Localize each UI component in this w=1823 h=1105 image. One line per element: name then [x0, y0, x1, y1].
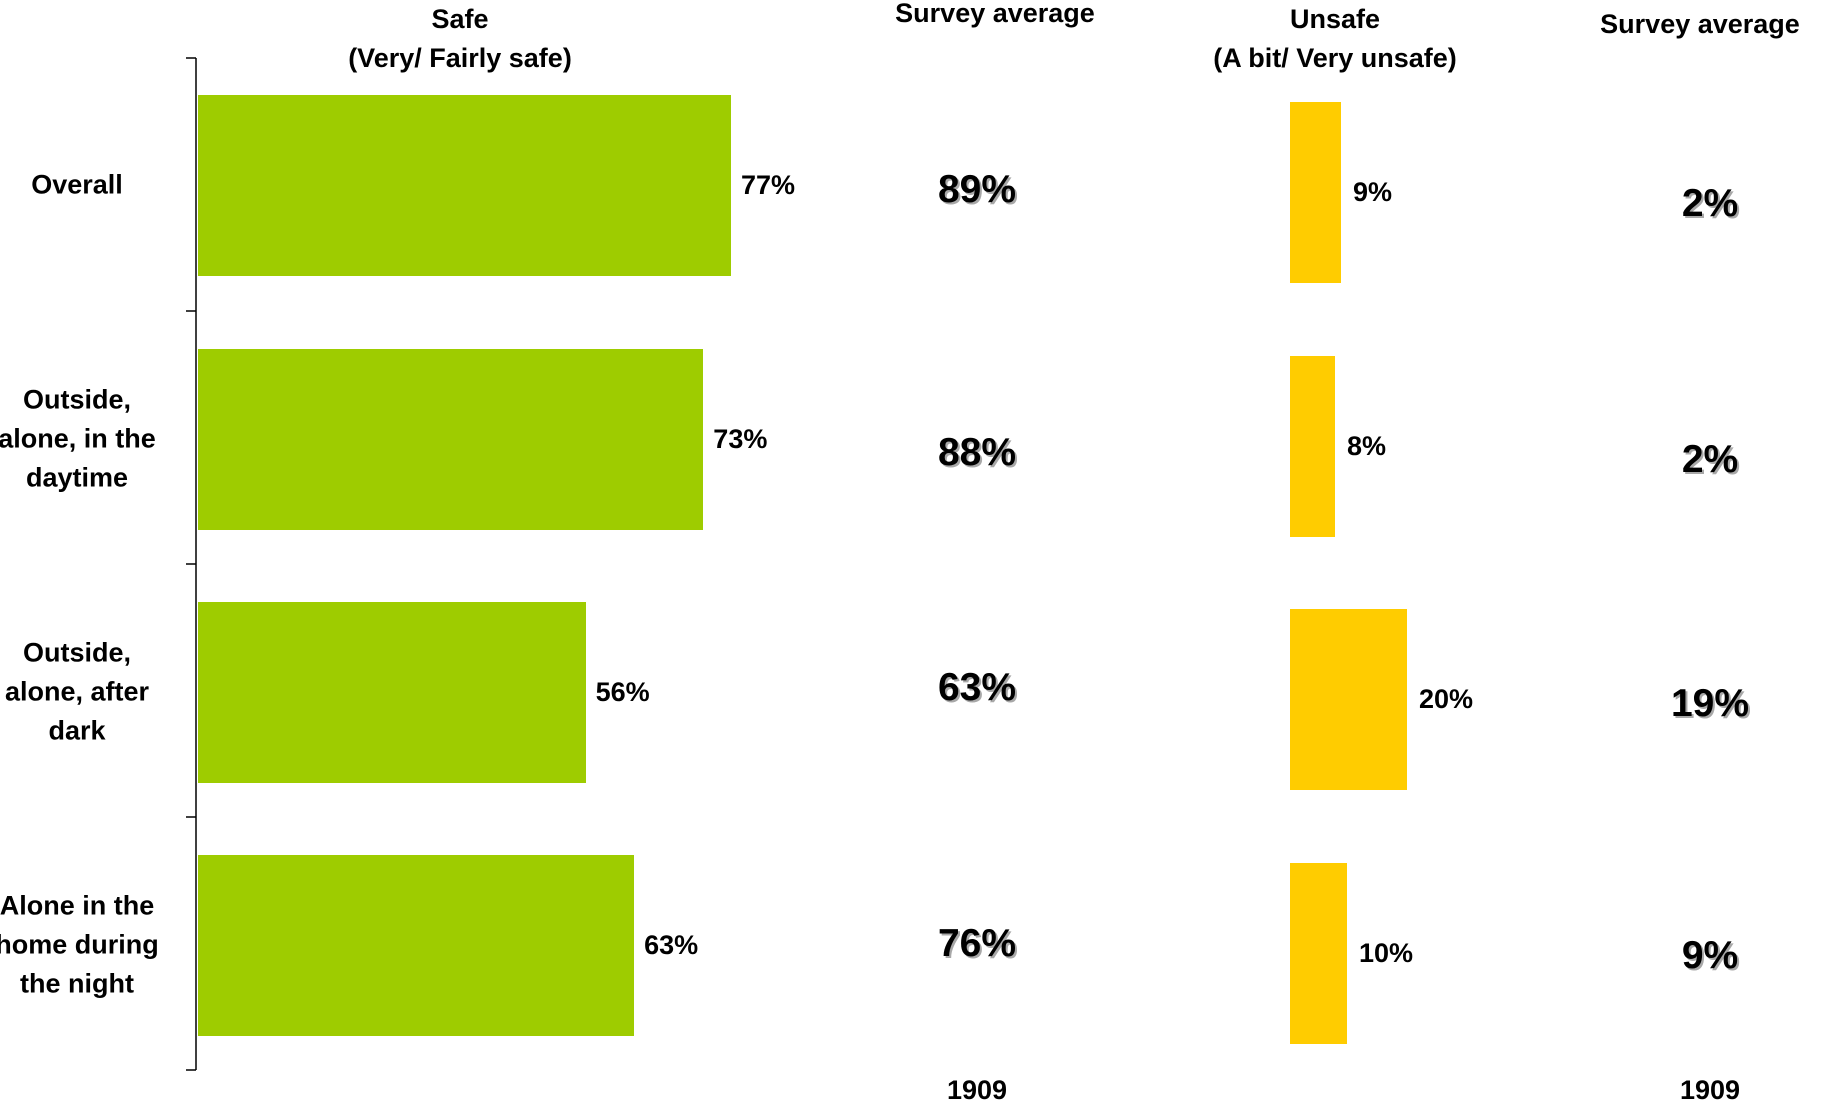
unsafe-bar — [1290, 355, 1335, 537]
survey-average-header-left: Survey average — [895, 0, 1095, 28]
survey-average-safe: 89% — [937, 168, 1017, 211]
unsafe-value-label: 8% — [1347, 431, 1387, 461]
survey-average-unsafe: 9% — [1681, 934, 1739, 977]
safe-value-label: 73% — [713, 424, 768, 454]
category-label: Outside, alone, after dark — [4, 637, 150, 746]
safe-bar — [198, 854, 635, 1036]
unsafe-header: Unsafe (A bit/ Very unsafe) — [1213, 4, 1457, 73]
survey-average-safe: 76% — [937, 922, 1017, 965]
base-count-right: 1909 — [1679, 1075, 1741, 1105]
safe-bar — [198, 601, 586, 783]
safe-header: Safe (Very/ Fairly safe) — [348, 4, 572, 73]
safe-value-label: 56% — [595, 677, 650, 707]
safe-bar — [198, 94, 731, 276]
unsafe-value-label: 10% — [1359, 938, 1414, 968]
survey-average-unsafe: 19% — [1670, 682, 1750, 725]
safe-bar — [198, 348, 704, 530]
category-label: Alone in the home during the night — [0, 890, 159, 999]
unsafe-value-label: 9% — [1353, 177, 1393, 207]
unsafe-value-label: 20% — [1419, 684, 1474, 714]
survey-average-unsafe: 2% — [1681, 182, 1739, 225]
unsafe-bar — [1290, 862, 1347, 1044]
base-count-left: 1909 — [946, 1075, 1008, 1105]
unsafe-bar — [1290, 101, 1341, 283]
safe-value-label: 77% — [741, 170, 796, 200]
unsafe-bar — [1290, 608, 1407, 790]
survey-average-safe: 63% — [937, 666, 1017, 709]
category-label: Overall — [31, 169, 123, 200]
survey-average-safe: 88% — [937, 431, 1017, 474]
safe-value-label: 63% — [644, 930, 699, 960]
survey-average-unsafe: 2% — [1681, 438, 1739, 481]
category-label: Outside, alone, in the daytime — [0, 384, 156, 493]
survey-average-header-right: Survey average — [1600, 9, 1800, 39]
